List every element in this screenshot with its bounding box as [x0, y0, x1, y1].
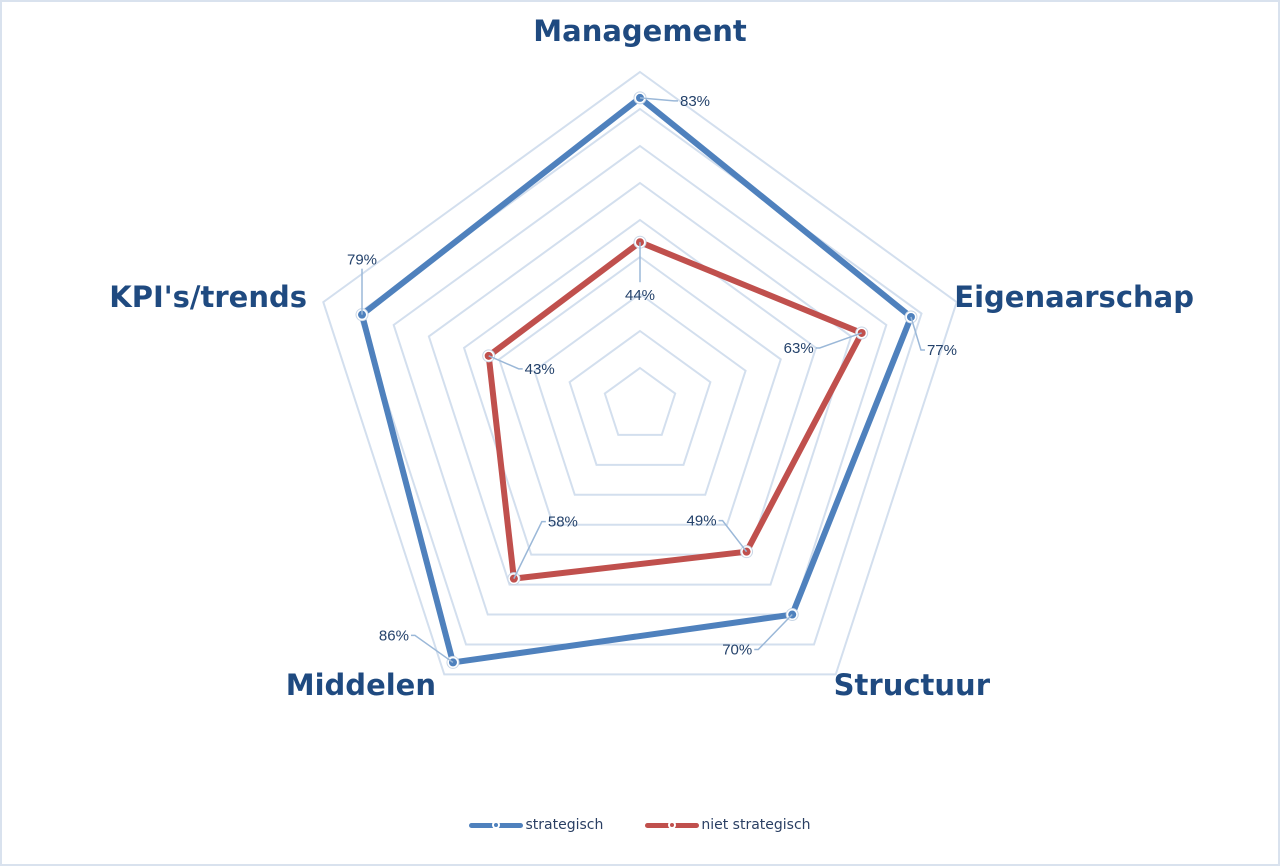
category-label: Management	[533, 14, 747, 48]
data-label: 70%	[722, 642, 752, 659]
data-label-leaders: 83% 77% 70% 86% 79% 44% 63% 49% 58% 43%	[347, 93, 957, 664]
series-line-niet-strategisch	[485, 239, 865, 582]
leader-line	[754, 614, 793, 651]
legend-label: niet strategisch	[701, 817, 811, 833]
leader-line	[513, 520, 546, 579]
series-line-strategisch	[359, 94, 914, 666]
gridline-ring	[603, 366, 677, 436]
data-label: 43%	[525, 361, 555, 378]
gridline-ring	[462, 218, 818, 556]
leader-line	[718, 519, 748, 553]
radar-series	[355, 91, 918, 669]
legend-item-strategisch[interactable]: strategisch	[469, 817, 603, 833]
gridline-ring	[533, 292, 747, 496]
gridline-ring	[568, 329, 712, 466]
category-label: Eigenaarschap	[954, 280, 1194, 314]
leader-line	[910, 316, 925, 351]
legend-label: strategisch	[525, 817, 604, 833]
legend-line-marker-icon	[469, 819, 524, 831]
legend-line-marker-icon	[645, 819, 700, 831]
data-label: 86%	[379, 627, 409, 644]
data-label: 58%	[548, 514, 578, 531]
gridline-ring	[498, 255, 782, 526]
gridline-ring	[427, 181, 853, 586]
leader-line	[639, 97, 678, 102]
gridline-ring	[392, 144, 888, 616]
legend-dot	[492, 821, 501, 829]
category-labels: Management Eigenaarschap Structuur Middelen…	[109, 14, 1194, 702]
category-label: KPI's/trends	[109, 280, 307, 314]
radar-gridlines	[322, 70, 958, 676]
leader-line	[815, 332, 862, 349]
legend-dot	[668, 821, 677, 829]
legend-item-niet-strategisch[interactable]: niet strategisch	[645, 817, 811, 833]
data-label: 79%	[347, 252, 377, 269]
data-label: 44%	[625, 287, 655, 304]
data-label: 83%	[680, 93, 710, 110]
data-label: 49%	[687, 513, 717, 530]
data-label: 77%	[927, 342, 957, 359]
legend: strategisch niet strategisch	[0, 817, 1280, 833]
leader-line	[410, 634, 454, 664]
category-label: Structuur	[834, 668, 991, 702]
gridline-ring	[322, 70, 958, 676]
data-label: 63%	[784, 340, 814, 357]
leader-line	[488, 355, 523, 370]
category-label: Middelen	[286, 668, 436, 702]
